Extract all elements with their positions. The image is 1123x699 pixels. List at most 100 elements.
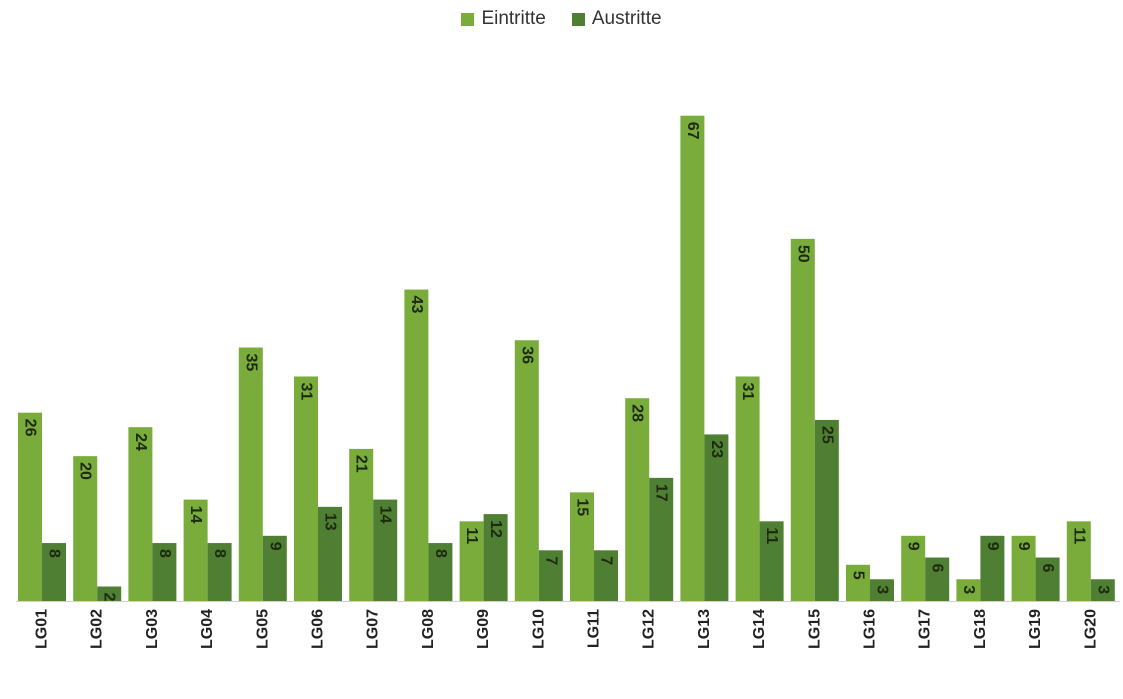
bar-eintritte-lg20	[1066, 521, 1091, 601]
bar-austritte-lg15	[814, 419, 839, 601]
data-label-austritte-lg10: 7	[542, 556, 559, 565]
bar-austritte-lg08	[428, 543, 453, 601]
data-label-austritte-lg13: 23	[708, 440, 725, 458]
bar-austritte-lg05	[262, 535, 287, 601]
legend-item-eintritte: Eintritte	[461, 8, 546, 30]
data-label-eintritte-lg08: 43	[408, 296, 425, 314]
data-label-eintritte-lg05: 35	[242, 354, 259, 372]
x-tick-label-lg12: LG12	[641, 609, 658, 649]
x-tick-label-lg10: LG10	[530, 609, 547, 649]
data-label-austritte-lg17: 6	[929, 564, 946, 573]
bar-eintritte-lg11	[570, 492, 594, 601]
bar-austritte-lg04	[207, 543, 232, 601]
data-label-eintritte-lg20: 11	[1070, 527, 1087, 544]
bar-eintritte-lg09	[459, 521, 484, 601]
data-label-austritte-lg12: 17	[653, 484, 670, 502]
x-tick-label-lg11: LG11	[586, 609, 603, 648]
data-label-eintritte-lg07: 21	[353, 455, 370, 473]
data-label-austritte-lg06: 13	[322, 513, 339, 531]
bar-eintritte-lg06	[294, 376, 318, 601]
bar-eintritte-lg15	[790, 238, 815, 601]
bar-eintritte-lg19	[1011, 535, 1036, 601]
bar-eintritte-lg13	[680, 115, 705, 601]
data-label-austritte-lg04: 8	[211, 549, 228, 558]
data-label-eintritte-lg19: 9	[1015, 542, 1032, 551]
data-label-austritte-lg20: 3	[1094, 585, 1111, 594]
data-label-austritte-lg01: 8	[46, 549, 63, 558]
data-label-austritte-lg15: 25	[818, 426, 835, 444]
data-label-eintritte-lg06: 31	[298, 382, 315, 400]
legend-swatch-austritte	[571, 12, 585, 26]
bar-austritte-lg16	[870, 579, 894, 601]
x-tick-label-lg19: LG19	[1027, 609, 1044, 649]
x-tick-label-lg16: LG16	[862, 609, 879, 649]
data-label-austritte-lg03: 8	[156, 549, 173, 558]
bar-austritte-lg01	[42, 543, 66, 601]
bar-austritte-lg13	[704, 434, 729, 601]
bar-eintritte-lg18	[956, 579, 981, 601]
data-label-eintritte-lg17: 9	[905, 542, 922, 551]
x-tick-label-lg17: LG17	[917, 609, 934, 649]
data-label-austritte-lg14: 11	[763, 527, 780, 544]
bar-eintritte-lg16	[846, 564, 870, 601]
data-label-austritte-lg08: 8	[432, 549, 449, 558]
data-label-austritte-lg09: 12	[487, 520, 504, 538]
bar-austritte-lg19	[1035, 557, 1060, 601]
bar-austritte-lg09	[483, 514, 508, 601]
x-tick-label-lg02: LG02	[89, 609, 106, 649]
legend-label-austritte: Austritte	[591, 8, 662, 29]
x-tick-label-lg20: LG20	[1082, 609, 1099, 649]
bar-austritte-lg18	[980, 535, 1005, 601]
bar-eintritte-lg01	[18, 412, 42, 601]
data-label-austritte-lg18: 9	[984, 542, 1001, 551]
legend-label-eintritte: Eintritte	[481, 8, 546, 29]
bar-austritte-lg20	[1090, 579, 1115, 601]
data-label-austritte-lg02: 2	[101, 593, 118, 602]
data-label-eintritte-lg12: 28	[629, 404, 646, 422]
data-label-austritte-lg16: 3	[874, 585, 891, 594]
bar-austritte-lg03	[152, 543, 177, 601]
x-tick-label-lg07: LG07	[365, 609, 382, 649]
x-tick-label-lg05: LG05	[254, 609, 271, 649]
legend: Eintritte Austritte	[0, 8, 1123, 30]
x-tick-label-lg14: LG14	[751, 609, 768, 649]
bar-eintritte-lg08	[404, 289, 429, 601]
bar-austritte-lg10	[538, 550, 563, 601]
data-label-eintritte-lg15: 50	[794, 245, 811, 263]
data-label-eintritte-lg18: 3	[960, 585, 977, 594]
x-tick-label-lg18: LG18	[972, 609, 989, 649]
data-label-eintritte-lg03: 24	[132, 433, 149, 451]
data-label-eintritte-lg04: 14	[187, 506, 204, 524]
bar-austritte-lg17	[925, 557, 950, 601]
data-label-eintritte-lg14: 31	[739, 382, 756, 400]
bar-eintritte-lg12	[625, 398, 650, 601]
bar-eintritte-lg03	[128, 427, 153, 601]
bar-eintritte-lg17	[901, 535, 926, 601]
bar-eintritte-lg05	[238, 347, 263, 601]
data-label-austritte-lg07: 14	[377, 506, 394, 524]
x-tick-label-lg09: LG09	[475, 609, 492, 649]
bar-austritte-lg07	[373, 499, 398, 601]
data-label-eintritte-lg10: 36	[518, 346, 535, 364]
x-tick-label-lg06: LG06	[310, 609, 327, 649]
data-label-eintritte-lg16: 5	[850, 571, 867, 580]
data-label-austritte-lg11: 7	[598, 556, 615, 565]
x-tick-label-lg04: LG04	[199, 609, 216, 649]
x-tick-label-lg03: LG03	[144, 609, 161, 649]
data-label-eintritte-lg01: 26	[22, 419, 39, 437]
data-label-eintritte-lg02: 20	[77, 462, 94, 480]
bar-austritte-lg14	[759, 521, 784, 601]
bar-eintritte-lg04	[183, 499, 208, 601]
data-label-austritte-lg19: 6	[1039, 564, 1056, 573]
x-tick-label-lg15: LG15	[806, 609, 823, 649]
legend-item-austritte: Austritte	[571, 8, 662, 30]
bar-austritte-lg12	[649, 477, 674, 601]
bar-eintritte-lg07	[349, 448, 374, 601]
bar-eintritte-lg02	[73, 456, 98, 601]
x-tick-label-lg13: LG13	[696, 609, 713, 649]
legend-swatch-eintritte	[461, 12, 475, 26]
bar-austritte-lg11	[594, 550, 618, 601]
bar-austritte-lg02	[97, 586, 122, 601]
